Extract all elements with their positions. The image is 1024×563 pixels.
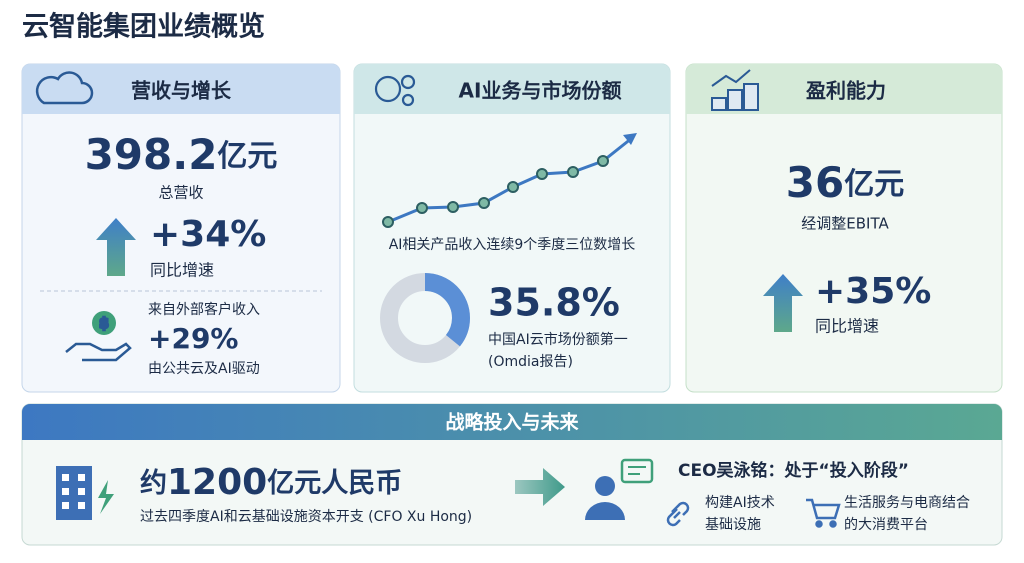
external-title: 来自外部客户收入 [148,301,260,318]
focus-item: 基础设施 [705,516,761,533]
revenue-label: 总营收 [158,184,203,202]
page-title: 云智能集团业绩概览 [22,11,265,43]
external-note: 由公共云及AI驱动 [148,361,260,377]
card-header [22,64,340,114]
growth: +35% [815,271,931,312]
up-arrow [96,218,136,276]
card-header [354,64,670,114]
svg-text:$: $ [99,316,109,332]
caption: AI相关产品收入连续9个季度三位数增长 [389,236,636,253]
cart-icon [806,498,841,528]
building-icon [56,466,114,520]
focus-item: 的大消费平台 [844,517,928,533]
growth-label: 同比增速 [815,317,879,336]
flow-arrow [515,468,565,506]
ai-icon [374,74,416,107]
up-arrow [763,274,803,332]
growth: +34% [150,214,266,255]
coins-icon [711,69,759,111]
card-title: 盈利能力 [805,79,886,103]
cloud-icon [35,71,94,105]
capex-note: 过去四季度AI和云基础设施资本开支 (CFO Xu Hong) [140,508,472,525]
share-note: 中国AI云市场份额第一 [488,331,628,348]
ebita: 36亿元 [786,158,904,207]
capex: 约1200亿元人民币 [140,462,402,503]
growth-trend [382,133,637,228]
external-growth: +29% [148,322,238,355]
ceo-quote: CEO吴泳铭：处于“投入阶段” [678,460,909,481]
growth-label: 同比增速 [150,261,214,280]
share-source: (Omdia报告) [488,354,573,370]
focus-item: 构建AI技术 [705,495,775,511]
revenue: 398.2亿元 [85,130,278,179]
card-header [686,64,1002,114]
market-share: 35.8% [488,281,620,325]
ebita-label: 经调整EBITA [801,215,889,233]
donut-arc [380,273,470,363]
ceo-icon [585,458,654,520]
strategy-header [22,404,1002,440]
strategy-title: 战略投入与未来 [445,411,578,434]
hand-coin-icon: $ [65,311,132,362]
focus-item: 生活服务与电商结合 [844,495,970,511]
card-title: AI业务与市场份额 [459,79,622,103]
card-title: 营收与增长 [131,79,232,103]
link-icon [666,501,690,527]
